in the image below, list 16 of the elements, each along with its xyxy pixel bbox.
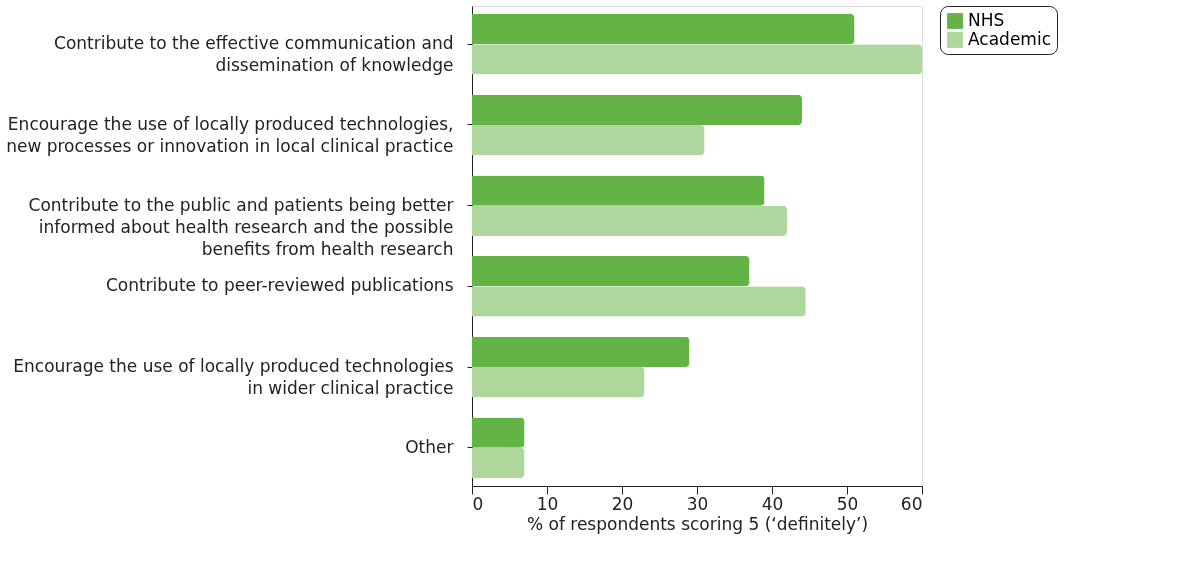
y-tick-label: Contribute to the effective communication and dissemination of knowledge [54, 33, 454, 76]
x-tick-label: 20 [611, 493, 634, 514]
legend-label: NHS [968, 10, 1005, 30]
y-tick-label: Contribute to the public and patients being better informed about health research and the possible benefits from health research [28, 194, 454, 259]
x-tick-label: 40 [761, 493, 784, 514]
y-tick-label: Contribute to peer-reviewed publications [105, 275, 454, 296]
x-axis-title: % of respondents scoring 5 (‘definitely’) [526, 513, 869, 534]
x-tick-label: 50 [836, 493, 859, 514]
x-tick-label: 0 [472, 493, 484, 514]
x-tick-label: 60 [900, 493, 923, 514]
y-tick-label: Encourage the use of locally produced technologies, new processes or innovation in local clinical practice [6, 113, 454, 156]
y-tick-label: Encourage the use of locally produced technologies in wider clinical practice [13, 356, 454, 399]
x-tick-label: 30 [686, 493, 709, 514]
legend-label: Academic [968, 29, 1051, 49]
y-tick-label: Other [405, 436, 454, 457]
x-tick-label: 10 [536, 493, 559, 514]
